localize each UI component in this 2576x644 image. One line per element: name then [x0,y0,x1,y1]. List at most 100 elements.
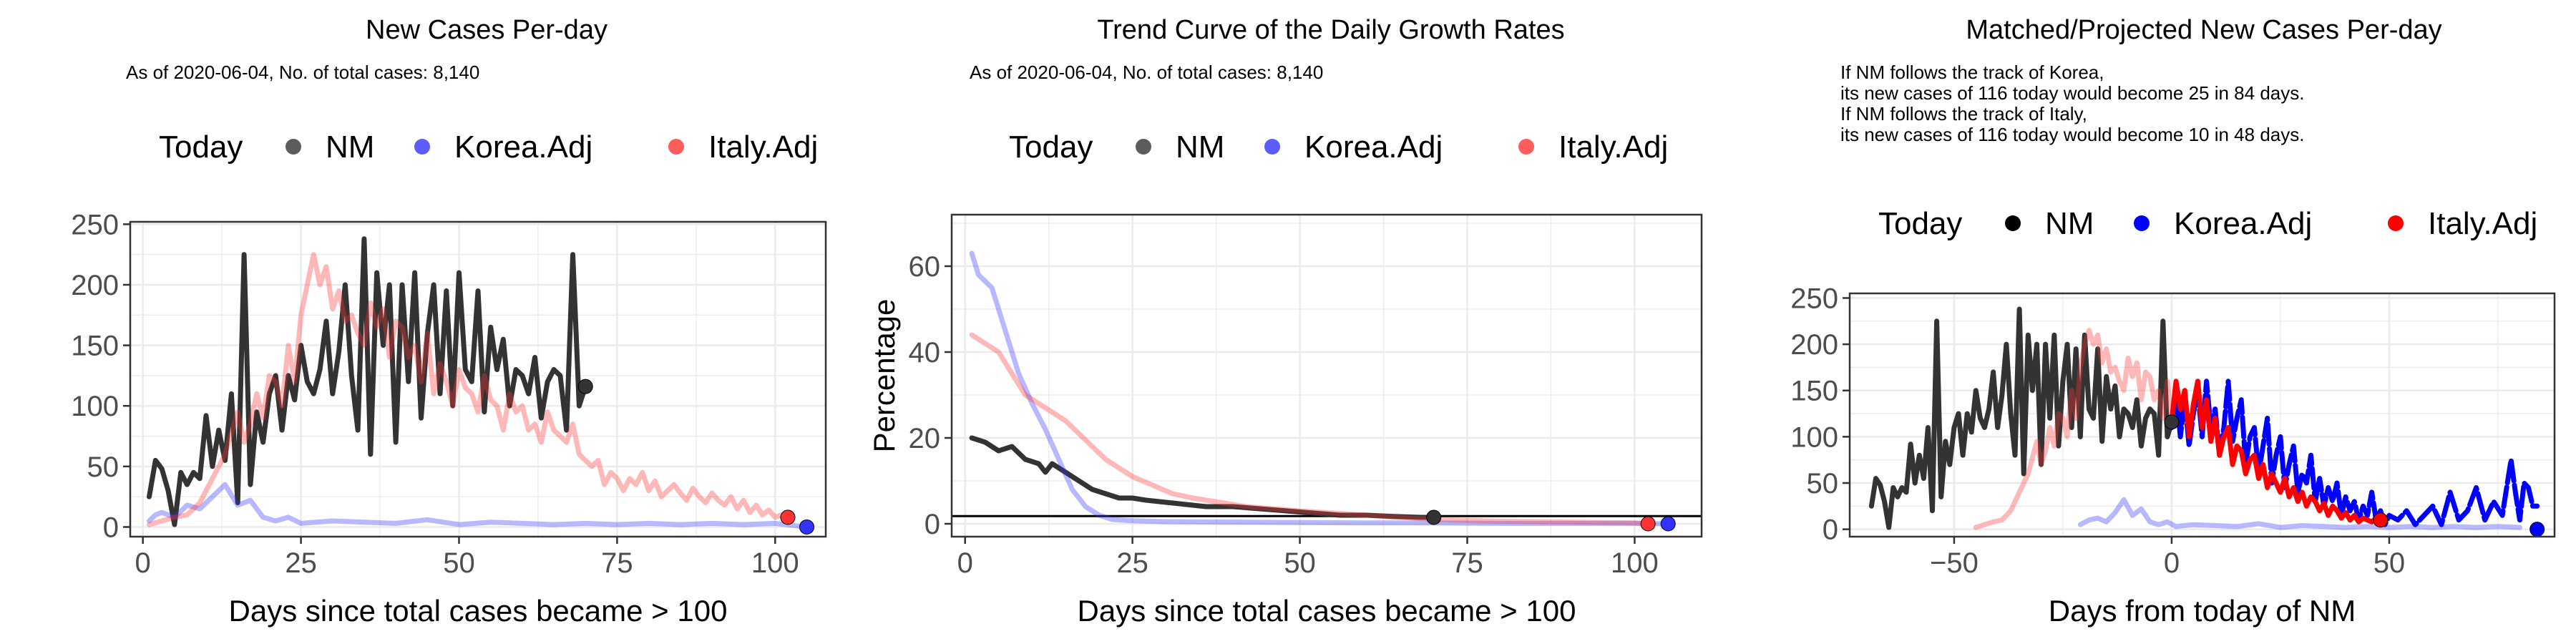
y-tick-label: 250 [1790,283,1838,314]
legend-entry-italy-adj: Italy.Adj [668,130,818,165]
chart-panel-3: Matched/Projected New Cases Per-day If NM… [1790,15,2556,628]
y-tick-label: 200 [1790,329,1838,361]
legend-swatch [2388,215,2404,231]
y-tick-label: 0 [103,512,119,543]
series-line-nm [1868,306,2175,530]
y-tick-label: 150 [71,331,119,362]
today-point-italy-adj [1640,516,1656,532]
x-tick-label: 100 [751,547,799,579]
legend-label: Korea.Adj [454,130,592,165]
series-line-italy-adj-projected- [2169,379,2384,525]
legend-label: Italy.Adj [708,130,818,165]
y-tick-label: 250 [71,209,119,240]
annotation-line: If NM follows the track of Italy, [1840,103,2087,125]
plot-border [950,213,1703,538]
y-tick-label: 50 [1807,468,1839,499]
chart-subtitle: As of 2020-06-04, No. of total cases: 8,… [970,62,1323,83]
legend-swatch [2134,215,2150,231]
series-line-italy-adj-matched- [1973,328,2175,530]
axes: 0 20 40 60 0 25 50 75 100 [909,251,1659,579]
x-tick-label: 0 [2164,547,2180,579]
y-tick-label: 200 [71,270,119,301]
y-tick-label: 20 [909,423,941,454]
y-tick-label: 100 [1790,421,1838,453]
legend: Today NM Korea.Adj Italy.Adj [1009,130,1668,165]
legend-entry-nm: NM [2005,206,2094,241]
legend-entry-italy-adj: Italy.Adj [2388,206,2537,241]
y-tick-label: 150 [1790,376,1838,407]
legend-label: Korea.Adj [1304,130,1443,165]
legend-label: Italy.Adj [1558,130,1668,165]
today-point-nm [2164,414,2180,430]
legend-swatch [1518,139,1534,155]
y-tick-label: 0 [1823,514,1838,546]
chart-title: Trend Curve of the Daily Growth Rates [1097,15,1564,45]
series-lines [1868,306,2540,530]
x-tick-label: 25 [285,547,317,579]
chart-subtitle: As of 2020-06-04, No. of total cases: 8,… [126,62,479,83]
today-point-korea-adj [799,519,814,535]
chart-panel-1: New Cases Per-day As of 2020-06-04, No. o… [71,15,827,628]
chart-panel-2: Trend Curve of the Daily Growth Rates As … [867,15,1703,628]
series-line-korea-adj-matched- [2077,497,2522,530]
legend-label: Italy.Adj [2428,206,2537,241]
legend-label: NM [1176,130,1224,165]
annotation-line: its new cases of 116 today would become … [1840,124,2304,145]
series-lines [147,236,809,530]
legend-swatch [286,139,301,155]
legend-swatch [414,139,430,155]
y-tick-label: 0 [924,509,940,540]
today-point-korea-adj [1660,516,1676,532]
x-tick-label: 50 [2373,547,2406,579]
x-axis-title: Days since total cases became > 100 [1078,594,1576,628]
series-line-korea-adj [969,250,1671,527]
plot-border [1848,292,2556,538]
x-tick-label: 0 [135,547,151,579]
y-tick-label: 40 [909,337,941,369]
legend-swatch [1136,139,1151,155]
x-tick-label: 25 [1116,547,1148,579]
legend-swatch [2005,215,2021,231]
grid [952,215,1702,537]
series-line-nm [969,435,1437,520]
legend-swatch [668,139,684,155]
legend-entry-italy-adj: Italy.Adj [1518,130,1668,165]
chart-title: New Cases Per-day [366,15,608,45]
legend-label: Korea.Adj [2174,206,2312,241]
legend-entry-korea-adj: Korea.Adj [2134,206,2312,241]
x-tick-label: 75 [601,547,633,579]
legend-entry-korea-adj: Korea.Adj [414,130,592,165]
axes: 0 50 100 150 200 250 −50 0 50 [1790,283,2405,579]
x-axis-title: Days since total cases became > 100 [229,594,728,628]
today-point-korea-adj-projected- [2529,522,2545,537]
legend-entry-korea-adj: Korea.Adj [1264,130,1443,165]
legend-title: Today [1009,130,1093,165]
series-line-italy-adj [147,252,791,527]
x-tick-label: 75 [1451,547,1483,579]
series-line-italy-adj [969,332,1651,527]
legend: Today NM Korea.Adj Italy.Adj [1878,206,2537,241]
legend: Today NM Korea.Adj Italy.Adj [159,130,818,165]
series-line-korea-adj [147,482,809,530]
series-lines [969,250,1671,527]
today-point-italy-adj-projected- [2373,512,2389,528]
annotation-line: its new cases of 116 today would become … [1840,82,2304,104]
legend-title: Today [1878,206,1962,241]
series-line-korea-adj-projected- [2169,379,2540,527]
annotation-line: If NM follows the track of Korea, [1840,62,2104,83]
today-point-nm [577,379,593,394]
today-point-nm [1426,509,1442,525]
legend-entry-nm: NM [286,130,374,165]
legend-label: NM [2045,206,2094,241]
legend-entry-nm: NM [1136,130,1224,165]
x-tick-label: −50 [1930,547,1979,579]
x-axis-title: Days from today of NM [2049,594,2356,628]
plot-border [129,220,827,538]
legend-label: NM [326,130,374,165]
today-point-italy-adj [780,509,796,525]
x-tick-label: 100 [1611,547,1659,579]
y-axis-title: Percentage [867,299,901,453]
y-tick-label: 60 [909,251,941,283]
chart-title: Matched/Projected New Cases Per-day [1966,15,2441,45]
